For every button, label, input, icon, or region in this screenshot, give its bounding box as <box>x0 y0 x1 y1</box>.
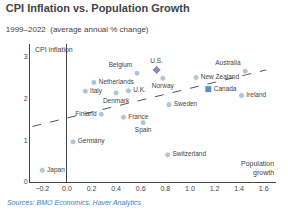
svg-text:Belgium: Belgium <box>109 61 132 69</box>
svg-text:1.2: 1.2 <box>210 185 220 192</box>
svg-text:2: 2 <box>24 95 28 102</box>
svg-text:Spain: Spain <box>135 126 152 134</box>
svg-text:0.0: 0.0 <box>62 185 72 192</box>
svg-text:Japan: Japan <box>47 166 65 174</box>
svg-text:Italy: Italy <box>90 87 103 95</box>
svg-text:0.8: 0.8 <box>160 185 170 192</box>
svg-text:New Zealand: New Zealand <box>201 73 240 80</box>
svg-text:CPI Inflation vs. Population G: CPI Inflation vs. Population Growth <box>6 2 190 14</box>
svg-text:Ireland: Ireland <box>246 91 266 98</box>
svg-text:Canada: Canada <box>214 85 237 92</box>
svg-text:0.6: 0.6 <box>136 185 146 192</box>
svg-text:Sweden: Sweden <box>174 100 198 107</box>
svg-text:1.4: 1.4 <box>234 185 244 192</box>
svg-text:Finland: Finland <box>75 110 97 117</box>
svg-text:Norway: Norway <box>152 82 175 90</box>
svg-text:1999–2022 (average annual % c: 1999–2022 (average annual % change) <box>6 25 149 34</box>
svg-text:U.S.: U.S. <box>150 57 163 64</box>
svg-text:0.2: 0.2 <box>87 185 97 192</box>
svg-text:0: 0 <box>24 178 28 185</box>
svg-text:Germany: Germany <box>78 137 105 145</box>
svg-text:0.4: 0.4 <box>111 185 121 192</box>
svg-text:1: 1 <box>24 137 28 144</box>
svg-text:Netherlands: Netherlands <box>99 78 135 85</box>
svg-text:−0.2: −0.2 <box>35 185 49 192</box>
svg-text:3: 3 <box>24 53 28 60</box>
svg-text:Denmark: Denmark <box>103 97 130 104</box>
svg-text:Sources: BMO Economics, Haver: Sources: BMO Economics, Haver Analytics <box>7 199 141 207</box>
svg-text:Switzerland: Switzerland <box>173 150 207 157</box>
svg-text:CPI inflation: CPI inflation <box>35 46 73 53</box>
svg-text:1.6: 1.6 <box>259 185 269 192</box>
svg-text:Australia: Australia <box>215 59 241 66</box>
svg-text:Populationgrowth: Populationgrowth <box>241 160 274 177</box>
svg-text:1.0: 1.0 <box>185 185 195 192</box>
svg-text:U.K.: U.K. <box>133 86 146 93</box>
svg-text:France: France <box>128 113 149 120</box>
